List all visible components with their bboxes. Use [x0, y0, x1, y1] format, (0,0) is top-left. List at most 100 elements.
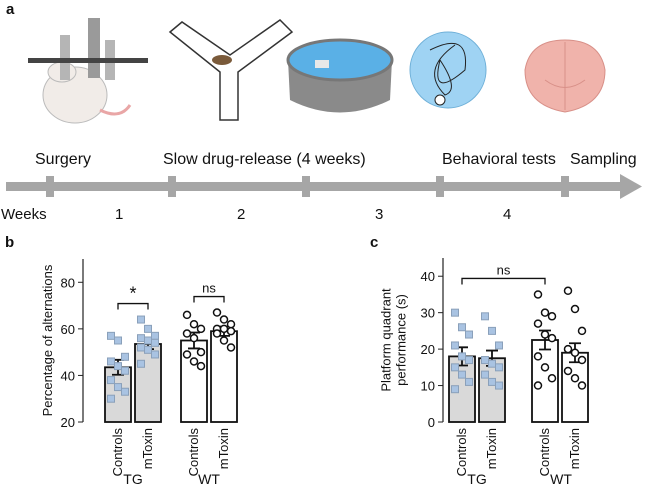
data-point [488, 326, 496, 335]
data-point [481, 312, 489, 321]
data-point [226, 319, 236, 329]
data-point [547, 312, 557, 321]
significance-bracket [117, 302, 149, 310]
data-point [451, 341, 459, 350]
data-point [196, 361, 206, 371]
stage-label: Surgery [35, 151, 91, 168]
y-tick-label: 20 [421, 342, 435, 357]
x-tick-label: Controls [110, 428, 125, 477]
data-point [121, 387, 129, 396]
panel-label: c [370, 234, 378, 251]
data-point [465, 377, 473, 386]
group-label: TG [467, 471, 486, 487]
data-point [458, 370, 466, 379]
data-point [563, 344, 573, 354]
panel-label: b [5, 234, 14, 251]
data-point [137, 334, 145, 343]
data-point [137, 315, 145, 324]
data-point [196, 347, 206, 357]
data-point [182, 350, 192, 359]
data-point [137, 359, 145, 368]
data-point [107, 357, 115, 366]
timeline [6, 174, 642, 199]
data-point [577, 355, 587, 365]
x-tick-label: mToxin [140, 428, 155, 469]
data-point [189, 357, 199, 366]
y-axis-label: performance (s) [394, 294, 409, 386]
group-label: WT [198, 471, 220, 487]
data-point [563, 286, 573, 296]
x-tick-label: Controls [454, 428, 469, 477]
y-tick-label: 60 [61, 322, 75, 337]
data-point [451, 308, 459, 317]
data-point [563, 366, 573, 376]
data-point [114, 383, 122, 392]
data-point [151, 338, 159, 347]
data-point [114, 362, 122, 371]
data-point [226, 343, 236, 352]
data-point [144, 345, 152, 354]
data-point [570, 304, 580, 314]
week-label: 2 [237, 206, 245, 223]
data-point [219, 336, 229, 345]
data-point [107, 376, 115, 385]
data-point [144, 324, 152, 333]
data-point [577, 326, 587, 336]
data-point [570, 348, 580, 358]
data-point [451, 385, 459, 394]
track-icon [409, 31, 487, 109]
data-point [196, 324, 206, 334]
data-point [189, 319, 199, 329]
week-label: 3 [375, 206, 383, 223]
timeline-tick [168, 176, 176, 197]
data-point [107, 394, 115, 403]
data-point [495, 363, 503, 372]
significance-bracket [461, 277, 546, 285]
x-tick-label: mToxin [484, 428, 499, 469]
significance-bracket [193, 295, 225, 303]
week-label: 4 [503, 206, 511, 223]
data-point [121, 352, 129, 361]
data-point [465, 330, 473, 339]
data-point [488, 359, 496, 368]
timeline-tick [302, 176, 310, 197]
significance-label: ns [497, 262, 511, 277]
timeline-arrow [620, 174, 642, 199]
data-point [495, 341, 503, 350]
data-point [121, 366, 129, 375]
surgery-icon [28, 18, 148, 124]
data-point [137, 343, 145, 352]
data-point [481, 356, 489, 365]
y-axis-label: Percentage of alternations [40, 264, 55, 416]
data-point [533, 352, 543, 361]
y-tick-label: 40 [61, 368, 75, 383]
data-point [212, 329, 222, 338]
data-point [182, 310, 192, 320]
group-label: TG [123, 471, 142, 487]
week-label: 1 [115, 206, 123, 223]
y-tick-label: 0 [428, 415, 435, 430]
data-point [540, 330, 550, 339]
stage-label: Sampling [570, 151, 637, 168]
significance-label: ns [202, 281, 216, 296]
data-point [570, 374, 580, 383]
data-point [458, 352, 466, 361]
y-maze-icon [168, 19, 294, 121]
timeline-tick [46, 176, 54, 197]
data-point [151, 350, 159, 359]
data-point [458, 323, 466, 332]
x-tick-label: Controls [537, 428, 552, 477]
timeline-axis-label: Weeks [1, 206, 47, 223]
data-point [488, 377, 496, 386]
data-point [533, 381, 543, 390]
data-point [219, 315, 229, 324]
timeline-tick [436, 176, 444, 197]
timeline-bar [6, 182, 622, 191]
data-point [540, 308, 550, 317]
y-tick-label: 40 [421, 269, 435, 284]
data-point [465, 356, 473, 365]
data-point [451, 363, 459, 372]
y-tick-label: 80 [61, 275, 75, 290]
data-point [547, 333, 557, 343]
data-point [533, 290, 543, 299]
